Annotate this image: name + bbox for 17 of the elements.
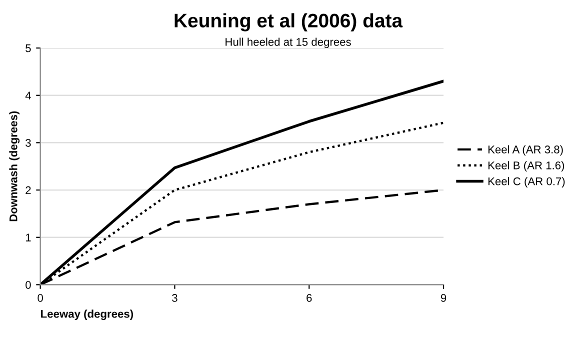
chart-subtitle: Hull heeled at 15 degrees [226, 38, 351, 48]
y-tick-label: 0 [26, 280, 31, 289]
x-axis-title: Leeway (degrees) [41, 310, 134, 320]
y-tick-label: 4 [25, 92, 31, 100]
x-tick-label: 9 [440, 294, 446, 302]
x-tick-label: 6 [306, 294, 312, 302]
x-tick-label: 3 [172, 294, 178, 302]
x-tick-label: 0 [38, 294, 43, 302]
y-tick-label: 3 [26, 138, 31, 147]
y-axis-title: Downwash (degrees) [9, 111, 20, 222]
legend-label: Keel C (AR 0.7) [488, 177, 565, 188]
y-tick-label: 5 [26, 44, 31, 52]
y-tick-label: 1 [26, 234, 31, 242]
chart-title: Keuning et al (2006) data [174, 13, 403, 32]
y-tick-label: 2 [26, 186, 31, 194]
legend-label: Keel A (AR 3.8) [488, 145, 563, 156]
legend-label: Keel B (AR 1.6) [488, 161, 564, 172]
